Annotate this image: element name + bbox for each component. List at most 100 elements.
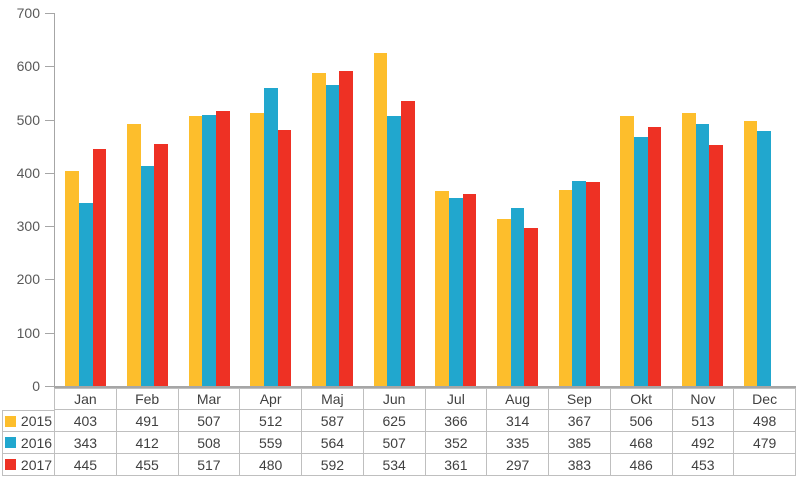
bar-2017-Okt [647,127,662,386]
bar-2015-Okt [620,116,635,386]
bar-group-Feb [117,13,179,386]
bar-slot [449,198,463,386]
value-cell-2016-Dec: 479 [734,432,796,454]
bar-group-Sep [548,13,610,386]
bar-2017-Sep [586,181,600,386]
bar-2015-Mar [188,115,203,386]
bar-slot [277,130,292,386]
bar-group-Aug [487,13,549,386]
bar-2016-Maj [325,85,340,386]
bar-2016-Jan [78,203,93,386]
y-axis-tick [45,66,54,68]
bar-2017-Apr [277,130,292,386]
bar-slot [387,115,402,386]
value-cell-2016-Maj: 564 [302,432,364,454]
value-cell-2015-Mar: 507 [178,410,241,432]
bar-slot [524,227,539,386]
bar-slot [695,123,710,386]
bar-2016-Mar [202,115,217,386]
bar-2017-Jul [462,193,477,386]
bar-2016-Nov [695,123,710,386]
bar-slot [647,127,662,386]
month-header-Nov: Nov [672,388,735,410]
y-axis-tick [45,172,54,174]
bar-slot [572,180,587,386]
bar-slot [92,148,107,386]
value-cell-2016-Okt: 468 [610,432,673,454]
bar-slot [634,136,648,386]
y-axis-label-400: 400 [16,164,40,181]
value-cell-2016-Jun: 507 [363,432,426,454]
bar-group-Nov [672,13,734,386]
bar-slot [65,171,79,386]
legend-label-2016: 2016 [20,434,53,451]
bar-slot [743,120,758,386]
bar-slot [339,70,354,386]
y-axis-label-200: 200 [16,271,40,288]
bar-slot [757,130,772,386]
bar-2017-Maj [339,70,354,386]
month-header-Jan: Jan [55,388,117,410]
bar-slot [264,88,278,386]
bar-slot [558,190,573,386]
bar-2015-Jun [373,52,388,386]
bar-group-Maj [302,13,364,386]
bar-2017-Jan [92,148,107,386]
bar-2016-Jun [387,115,402,386]
bar-slot [325,85,340,386]
value-cell-2015-Sep: 367 [549,410,611,432]
bar-slot [216,110,230,386]
value-cell-2017-Mar: 517 [178,454,241,476]
value-cell-2016-Jan: 343 [55,432,117,454]
bar-2017-Mar [216,110,230,386]
bar-2016-Okt [634,136,648,386]
y-axis-tick [45,386,54,387]
bar-2015-Apr [250,113,264,386]
legend-label-2015: 2015 [20,413,53,429]
bar-2015-Jul [435,190,450,386]
y-axis-label-500: 500 [16,111,40,128]
value-cell-2015-Okt: 506 [610,410,673,432]
legend-marker-2016 [4,437,16,448]
y-axis-line [53,13,55,386]
bar-2015-Aug [497,218,511,386]
bar-slot [311,73,326,386]
y-axis-label-600: 600 [16,58,40,75]
legend-cell-2017: 2017 [2,454,55,476]
y-axis-tick [45,119,54,121]
value-cell-2017-Sep: 383 [549,454,611,476]
bar-slot [126,124,141,386]
y-axis-tick [45,279,54,281]
bar-slot [709,144,724,386]
y-axis-tick [45,226,54,228]
bar-group-Mar [178,13,240,386]
bar-slot [188,115,203,386]
value-cell-2017-Apr: 480 [240,454,302,476]
y-axis-label-0: 0 [32,378,40,394]
bar-2016-Apr [264,88,278,386]
bar-2017-Jun [401,101,415,386]
month-header-Maj: Maj [302,388,364,410]
bar-group-Dec [733,13,795,386]
bar-2016-Dec [757,130,772,386]
value-cell-2015-Feb: 491 [116,410,179,432]
bar-slot [202,115,217,386]
value-cell-2016-Feb: 412 [116,432,179,454]
bar-slot [401,101,415,386]
value-cell-2017-Feb: 455 [116,454,179,476]
value-cell-2017-Okt: 486 [610,454,673,476]
value-cell-2016-Sep: 385 [549,432,611,454]
value-cell-2017-Jun: 534 [363,454,426,476]
bar-2015-Sep [558,190,573,386]
y-axis-label-300: 300 [16,218,40,235]
value-cell-2017-Maj: 592 [302,454,364,476]
value-cell-2015-Jul: 366 [425,410,488,432]
bar-group-Jan [55,13,117,386]
bar-2016-Aug [510,207,525,386]
value-cell-2015-Jun: 625 [363,410,426,432]
month-header-Jul: Jul [425,388,488,410]
bar-slot [154,143,169,386]
legend-marker-2015 [4,415,16,427]
bar-2017-Feb [154,143,169,386]
